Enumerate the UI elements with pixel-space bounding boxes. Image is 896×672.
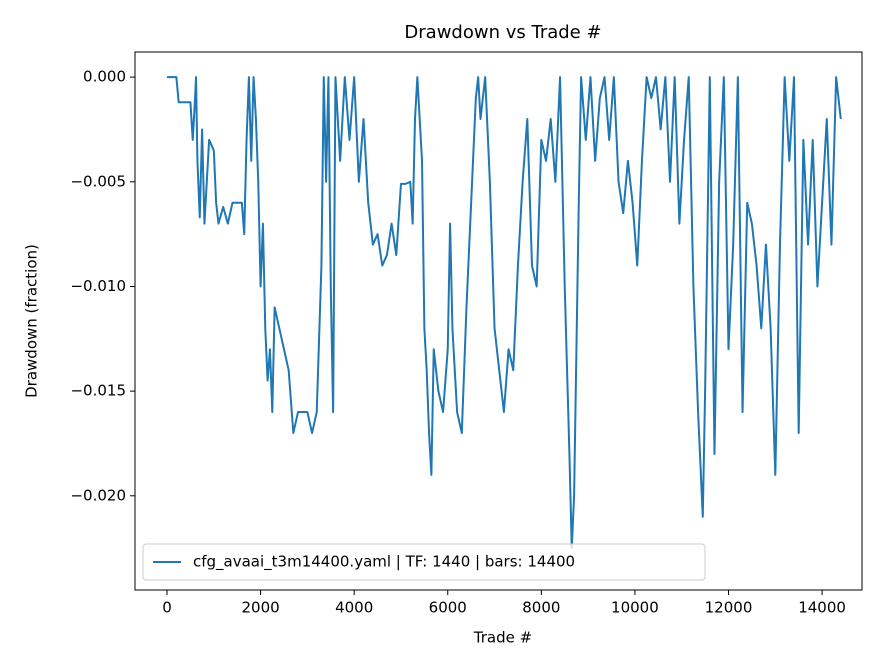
y-tick-label: −0.015: [70, 382, 126, 400]
y-tick-label: −0.005: [70, 172, 126, 190]
x-tick-label: 8000: [522, 599, 560, 617]
y-tick-label: −0.020: [70, 486, 126, 504]
data-line: [167, 76, 842, 550]
y-tick-label: 0.000: [83, 68, 126, 86]
chart-title: Drawdown vs Trade #: [404, 22, 601, 43]
x-tick-label: 14000: [798, 599, 846, 617]
x-axis-label: Trade #: [473, 629, 532, 647]
x-tick-label: 10000: [611, 599, 659, 617]
y-tick-label: −0.010: [70, 277, 126, 295]
x-tick-label: 12000: [705, 599, 753, 617]
x-tick-label: 6000: [429, 599, 467, 617]
x-tick-label: 4000: [335, 599, 373, 617]
legend-box: [142, 543, 706, 581]
legend: cfg_avaai_t3m14400.yaml | TF: 1440 | bar…: [142, 543, 706, 581]
x-tick-label: 2000: [241, 599, 279, 617]
plot-frame: [134, 51, 863, 591]
y-axis-label: Drawdown (fraction): [23, 244, 41, 398]
x-tick-label: 0: [162, 599, 172, 617]
legend-label: cfg_avaai_t3m14400.yaml | TF: 1440 | bar…: [193, 553, 575, 572]
